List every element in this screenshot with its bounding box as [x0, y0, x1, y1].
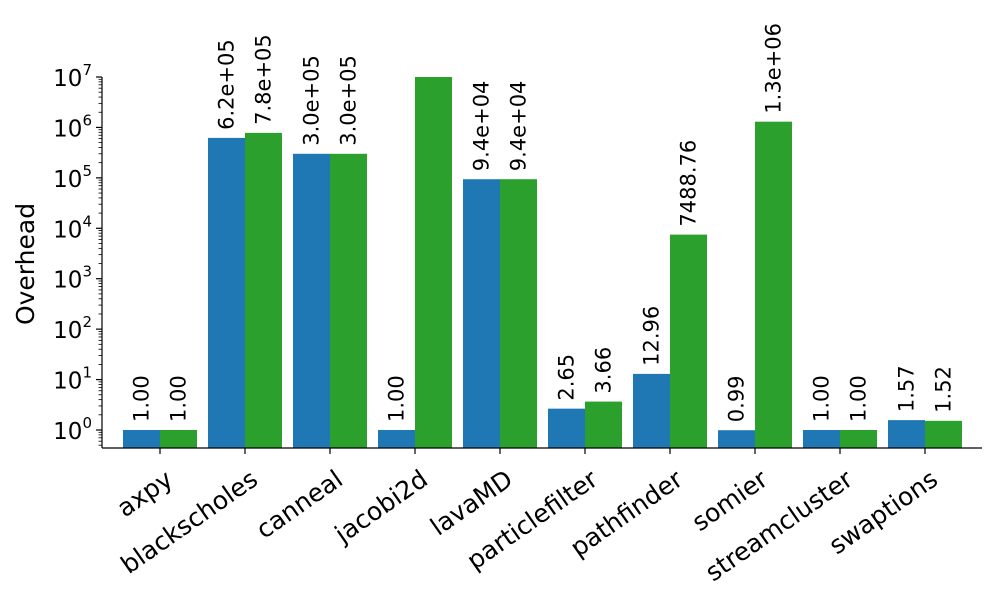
bar-value-label: 1.00 [385, 375, 409, 422]
bar-swaptions-series-0 [888, 420, 925, 448]
bar-canneal-series-1 [330, 153, 367, 448]
bar-jacobi2d-series-1 [415, 77, 452, 448]
bar-value-label: 1.00 [847, 375, 871, 422]
x-tick-label-canneal: canneal [251, 464, 348, 544]
bar-value-label: 9.4e+04 [507, 81, 531, 172]
y-tick-label: 102 [53, 313, 92, 344]
bar-value-label: 2.65 [555, 354, 579, 401]
bar-value-label: 3.0e+05 [300, 55, 324, 146]
x-tick-label-axpy: axpy [112, 464, 179, 523]
bar-lavaMD-series-1 [500, 179, 537, 448]
bar-value-label: 1.57 [895, 365, 919, 412]
bar-value-label: 7488.76 [677, 140, 701, 227]
x-tick-label-jacobi2d: jacobi2d [329, 464, 433, 549]
bar-swaptions-series-1 [925, 420, 962, 448]
y-axis-title: Overhead [11, 203, 40, 325]
bar-streamcluster-series-1 [840, 430, 877, 448]
x-ticks-layer: axpyblackscholescannealjacobi2dlavaMDpar… [112, 448, 943, 587]
bar-value-label: 12.96 [640, 306, 664, 366]
bar-pathfinder-series-1 [670, 234, 707, 448]
y-tick-label: 105 [53, 162, 92, 193]
bar-value-label: 0.99 [725, 375, 749, 422]
bar-value-label: 6.2e+05 [215, 39, 239, 130]
bar-streamcluster-series-0 [803, 430, 840, 448]
bar-pathfinder-series-0 [633, 373, 670, 448]
bars-layer [123, 77, 962, 449]
bar-jacobi2d-series-0 [378, 430, 415, 448]
y-tick-label: 101 [53, 364, 92, 395]
x-tick-label-streamcluster: streamcluster [700, 464, 859, 587]
bar-value-label: 1.3e+06 [762, 23, 786, 114]
y-tick-label: 107 [53, 61, 92, 92]
bar-value-label: 1.00 [130, 375, 154, 422]
bar-value-label: 3.66 [592, 347, 616, 394]
bar-value-label: 3.0e+05 [337, 55, 361, 146]
bar-axpy-series-1 [160, 430, 197, 448]
bar-somier-series-1 [755, 121, 792, 449]
bar-value-label: 9.4e+04 [470, 81, 494, 172]
bar-axpy-series-0 [123, 430, 160, 448]
bar-canneal-series-0 [293, 153, 330, 448]
bar-value-label: 1.00 [810, 375, 834, 422]
bar-particlefilter-series-1 [585, 401, 622, 448]
bar-blackscholes-series-0 [208, 137, 245, 449]
bar-blackscholes-series-1 [245, 132, 282, 448]
y-ticks-layer: 100 101 102 103 104 105 106 107 [53, 61, 102, 446]
bar-somier-series-0 [718, 430, 755, 448]
y-tick-label: 106 [53, 111, 92, 142]
y-tick-label: 104 [53, 212, 92, 243]
bar-particlefilter-series-0 [548, 408, 585, 448]
y-tick-label: 103 [53, 263, 92, 294]
bar-value-label: 7.8e+05 [252, 34, 276, 125]
bar-value-label: 1.52 [932, 366, 956, 413]
bar-value-label: 1.00 [167, 375, 191, 422]
y-tick-label: 100 [53, 414, 92, 445]
bar-lavaMD-series-0 [463, 179, 500, 448]
bar-labels-layer: 1.00 1.00 6.2e+05 7.8e+05 3.0e+05 3.0e+05 1.00… [130, 23, 956, 422]
